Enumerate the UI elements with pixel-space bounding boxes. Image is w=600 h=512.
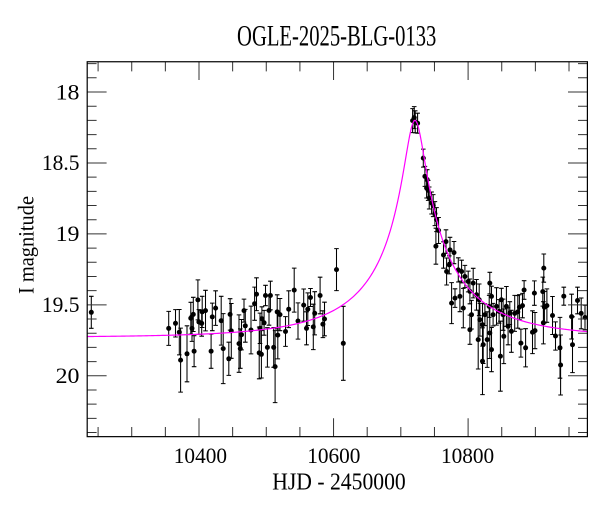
svg-text:10800: 10800 xyxy=(441,443,494,468)
svg-text:10600: 10600 xyxy=(307,443,360,468)
svg-text:18: 18 xyxy=(56,79,80,104)
svg-text:18.5: 18.5 xyxy=(42,150,80,175)
svg-text:19.5: 19.5 xyxy=(42,292,80,317)
svg-text:I magnitude: I magnitude xyxy=(14,196,39,294)
svg-text:OGLE-2025-BLG-0133: OGLE-2025-BLG-0133 xyxy=(237,20,436,52)
svg-text:20: 20 xyxy=(56,363,80,388)
svg-text:19: 19 xyxy=(56,221,80,246)
svg-text:10400: 10400 xyxy=(174,443,227,468)
svg-text:HJD - 2450000: HJD - 2450000 xyxy=(272,470,406,496)
